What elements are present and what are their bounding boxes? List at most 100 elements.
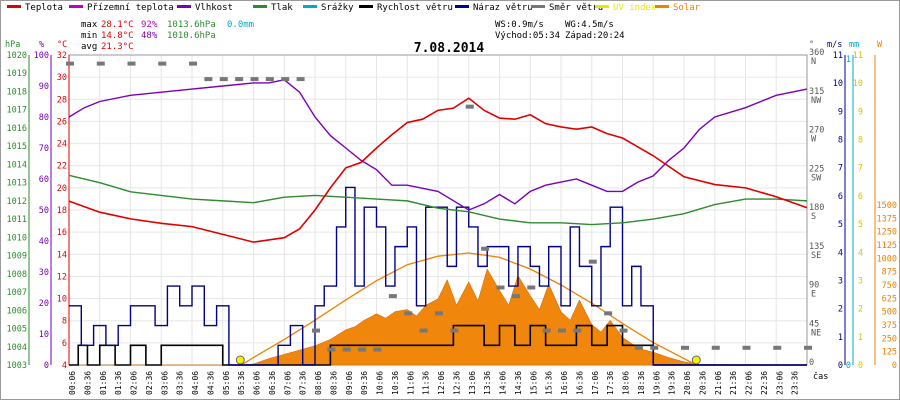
uv-tick: 3 (858, 276, 863, 286)
wind-direction-mark (435, 311, 443, 316)
press-unit: hPa (5, 40, 20, 50)
press-tick: 1018 (7, 87, 27, 97)
wind-direction-mark (450, 328, 459, 333)
uv-tick: 1 (858, 333, 863, 343)
dir-tick-compass: N (811, 57, 816, 67)
wind-direction-mark (96, 61, 105, 66)
temp-tick: 14 (57, 250, 67, 260)
wind-tick: 0 (838, 361, 843, 371)
wind-direction-mark (681, 345, 689, 350)
x-tick: 14:06 (499, 371, 508, 395)
press-tick: 1019 (7, 69, 27, 79)
stat-rain: 0.0mm (227, 20, 254, 30)
wind-direction-mark (588, 259, 597, 264)
x-tick: 13:06 (468, 371, 477, 395)
temp-tick: 26 (57, 117, 67, 127)
press-tick: 1008 (7, 270, 27, 280)
x-tick: 21:36 (729, 371, 738, 395)
x-tick: 16:06 (560, 371, 569, 395)
x-tick: 11:36 (422, 371, 431, 395)
wind-direction-mark (296, 77, 305, 82)
temp-tick: 24 (57, 140, 67, 150)
press-tick: 1016 (7, 124, 27, 134)
x-tick: 12:36 (452, 371, 461, 395)
dir-tick-compass: E (811, 290, 816, 300)
wind-direction-mark (404, 311, 413, 316)
press-tick: 1010 (7, 233, 27, 243)
uv-tick: 10 (853, 79, 863, 89)
dir-tick-compass: S (811, 212, 816, 222)
x-tick: 17:06 (591, 371, 600, 395)
wind-direction-mark (373, 347, 382, 352)
wind-direction-mark (66, 61, 74, 66)
stat-min-hum: 48% (141, 31, 158, 41)
wind-direction-mark (388, 294, 397, 299)
hum-tick: 70 (39, 144, 49, 154)
solar-tick: 750 (882, 281, 897, 291)
x-tick: 07:06 (283, 371, 292, 395)
temp-tick: 8 (62, 317, 67, 327)
hum-tick: 90 (39, 82, 49, 92)
legend-swatch (595, 5, 609, 8)
wind-direction-mark (511, 294, 520, 299)
wind-direction-mark (634, 345, 643, 350)
stat-avg-label: avg (81, 42, 97, 52)
wind-direction-mark (711, 345, 720, 350)
wind-direction-mark (265, 77, 274, 82)
hum-tick: 10 (39, 330, 49, 340)
sunset-marker (691, 355, 701, 365)
x-tick: 02:06 (130, 371, 139, 395)
temp-tick: 30 (57, 73, 67, 83)
wind-tick: 3 (838, 276, 843, 286)
wind-direction-mark (327, 347, 336, 352)
legend-label: Rychlost větru (377, 3, 453, 13)
x-tick: 05:36 (237, 371, 246, 395)
x-tick: 19:06 (652, 371, 661, 395)
wind-direction-mark (204, 77, 213, 82)
wind-direction-mark (281, 77, 290, 82)
series-teplota (68, 97, 808, 243)
stat-max-label: max (81, 20, 98, 30)
uv-tick: 6 (858, 192, 863, 202)
uv-tick: 0 (858, 361, 863, 371)
press-tick: 1006 (7, 306, 27, 316)
dir-tick: 0 (809, 358, 814, 368)
temp-tick: 20 (57, 184, 67, 194)
hum-tick: 60 (39, 175, 49, 185)
wind-tick: 11 (833, 51, 843, 61)
uv-tick: 4 (858, 248, 863, 258)
x-tick: 09:36 (360, 371, 369, 395)
legend-label: Teplota (25, 3, 63, 13)
temp-tick: 6 (62, 339, 67, 349)
series-vlhkost (68, 79, 808, 211)
solar-tick: 1375 (877, 214, 897, 224)
legend-label: Solar (673, 3, 701, 13)
stat-sunset: Západ:20:24 (565, 31, 625, 41)
temp-tick: 16 (57, 228, 67, 238)
wind-tick: 1 (838, 333, 843, 343)
stat-min-label: min (81, 31, 97, 41)
wind-direction-mark (573, 328, 582, 333)
wind-direction-mark (496, 285, 505, 290)
wind-direction-mark (619, 328, 628, 333)
stat-avg-temp: 21.3°C (101, 42, 134, 52)
uv-tick: 2 (858, 305, 863, 315)
wind-direction-mark (558, 328, 566, 333)
series-tlak (68, 174, 808, 226)
x-tick: 16:36 (575, 371, 584, 395)
wind-tick: 10 (833, 79, 843, 89)
temp-tick: 10 (57, 295, 67, 305)
legend-label: Tlak (271, 3, 293, 13)
dir-tick: 315 (809, 87, 824, 97)
x-tick: 15:06 (529, 371, 538, 395)
wind-tick: 6 (838, 192, 843, 202)
x-tick: 23:36 (791, 371, 800, 395)
legend-swatch (177, 5, 191, 8)
uv-tick: 7 (858, 164, 863, 174)
x-tick: 06:36 (268, 371, 277, 395)
x-tick: 21:06 (714, 371, 723, 395)
x-tick: 18:06 (622, 371, 631, 395)
wind-tick: 7 (838, 164, 843, 174)
solar-tick: 0 (892, 361, 897, 371)
